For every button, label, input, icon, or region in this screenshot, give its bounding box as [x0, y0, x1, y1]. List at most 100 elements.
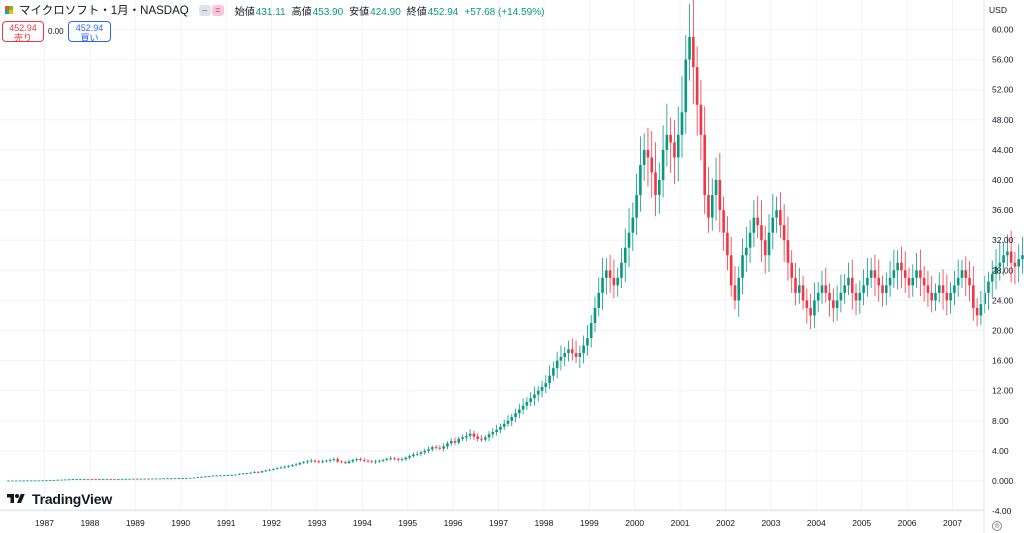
candle-body: [457, 438, 461, 443]
x-tick-label: 2002: [716, 518, 735, 528]
ohlc-value: 452.94: [427, 6, 459, 18]
candle-body: [109, 478, 113, 480]
candle-body: [366, 460, 370, 462]
candle-body: [442, 446, 445, 449]
candle-body: [211, 475, 215, 477]
candle-body: [491, 432, 495, 435]
candle-body: [188, 477, 192, 479]
sell-price: 452.94: [9, 23, 37, 33]
minus-icon[interactable]: –: [198, 4, 211, 16]
ohlc-key: 終値: [406, 6, 427, 18]
candle-body: [616, 277, 619, 286]
candle-body: [415, 453, 419, 455]
candle-body: [241, 473, 245, 475]
candle-body: [234, 474, 237, 476]
candle-body: [192, 477, 196, 479]
x-tick-label: 1992: [262, 518, 281, 528]
candle-body: [835, 300, 839, 308]
ohlc-value: 424.90: [370, 6, 401, 18]
candle-body: [37, 480, 41, 482]
symbol-title[interactable]: マイクロソフト・1月・NASDAQ: [19, 5, 189, 17]
candle-body: [726, 232, 729, 256]
candle-body: [631, 217, 635, 233]
candle-body: [801, 285, 805, 301]
candle-body: [249, 472, 252, 474]
candle-body: [733, 285, 737, 301]
candle-body: [775, 210, 778, 218]
sell-button[interactable]: 452.94 売り: [2, 21, 44, 43]
ohlc-legend: 始値431.11 高値453.90 安値424.90 終値452.94 +57.68 (…: [235, 3, 551, 18]
candle-body: [684, 59, 688, 113]
candle-body: [449, 441, 453, 444]
candle-body: [975, 307, 979, 316]
candle-body: [177, 478, 181, 480]
x-tick-label: 2007: [943, 518, 962, 528]
candle-body: [18, 480, 22, 482]
candle-body: [465, 435, 468, 438]
buy-price: 452.94: [75, 23, 104, 33]
candle-body: [930, 292, 933, 301]
candle-body: [688, 37, 691, 60]
candle-body: [741, 255, 744, 278]
candle-body: [86, 478, 90, 480]
candle-body: [828, 292, 831, 301]
candle-body: [737, 277, 741, 301]
candle-body: [589, 322, 593, 339]
candle-body: [563, 353, 567, 357]
candle-body: [219, 475, 222, 477]
candle-body: [389, 458, 392, 460]
candle-body: [627, 232, 631, 248]
currency-label[interactable]: USD: [989, 5, 1007, 15]
candle-body: [260, 471, 264, 473]
candle-body: [56, 479, 60, 481]
candle-body: [238, 473, 241, 475]
candle-body: [850, 277, 854, 293]
candle-body: [294, 464, 298, 466]
candle-body: [767, 232, 771, 256]
candle-body: [71, 479, 75, 480]
candle-body: [813, 300, 816, 316]
candle-body: [983, 292, 986, 305]
candle-body: [839, 292, 843, 301]
candle-body: [169, 478, 173, 480]
candle-body: [404, 457, 408, 460]
candle-body: [483, 437, 487, 440]
candle-body: [945, 292, 949, 301]
candle-body: [771, 217, 775, 233]
candle-body: [597, 292, 601, 308]
candle-body: [714, 180, 718, 196]
candle-body: [52, 479, 56, 481]
candle-body: [90, 478, 94, 480]
candle-body: [253, 471, 256, 473]
tradingview-logo[interactable]: TradingView: [5, 491, 112, 507]
candle-body: [676, 134, 680, 158]
candle-body: [302, 462, 305, 463]
candle-body: [994, 266, 998, 275]
candle-body: [147, 478, 150, 480]
indicator-toggle[interactable]: – =: [198, 4, 225, 16]
candle-body: [472, 433, 476, 437]
y-tick-label: 56.00: [992, 55, 1014, 65]
candle-body: [658, 180, 661, 196]
axis-settings-icon[interactable]: ◎: [992, 521, 1002, 531]
buy-button[interactable]: 452.94 買い: [68, 21, 111, 43]
x-tick-label: 1997: [489, 518, 508, 528]
x-tick-label: 1988: [80, 518, 99, 528]
candle-body: [313, 460, 317, 462]
candle-body: [586, 338, 589, 346]
candle-body: [941, 285, 945, 293]
candle-body: [816, 292, 820, 301]
candle-body: [67, 479, 71, 481]
candle-body: [559, 356, 563, 361]
candle-body: [166, 478, 169, 480]
equals-icon[interactable]: =: [211, 4, 224, 16]
y-tick-label: 36.00: [992, 205, 1014, 215]
candle-body: [132, 478, 135, 480]
candle-body: [506, 420, 510, 424]
candle-body: [900, 262, 903, 271]
candle-body: [1006, 251, 1009, 256]
candle-body: [990, 274, 994, 282]
brand-name: TradingView: [32, 491, 113, 507]
candle-body: [476, 436, 479, 439]
